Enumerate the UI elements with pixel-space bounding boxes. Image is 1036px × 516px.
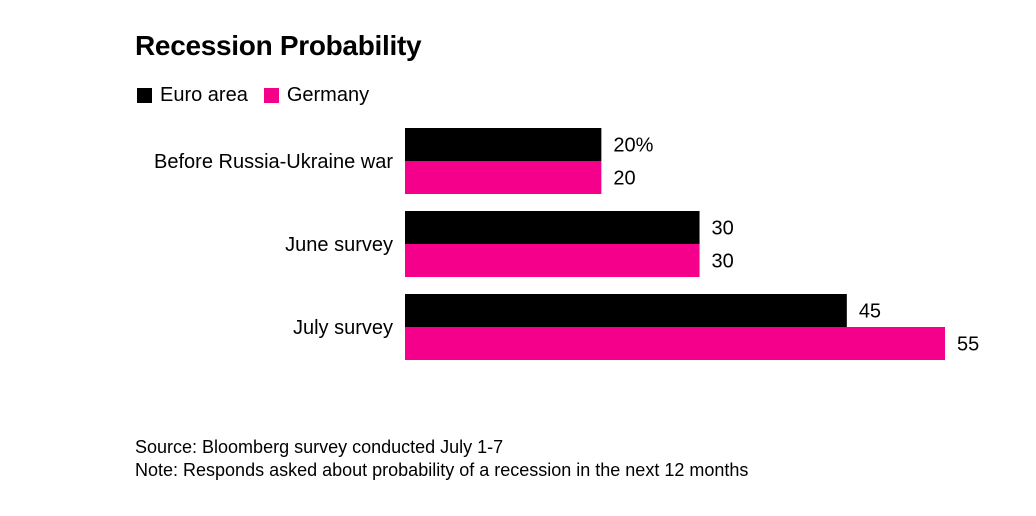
category-label-june-survey: June survey [285,234,393,256]
category-label-july-survey: July survey [293,317,393,339]
footnote: Note: Responds asked about probability o… [135,460,749,480]
legend-swatch-euro-area [137,88,152,103]
bar-germany-before-russia-ukraine-war [405,161,602,194]
data-label-euro-area-before-russia-ukraine-war: 20% [613,135,653,157]
data-label-euro-area-july-survey: 45 [859,301,881,323]
chart-title: Recession Probability [135,30,422,61]
source-note: Source: Bloomberg survey conducted July … [135,437,504,457]
data-label-germany-june-survey: 30 [712,251,734,273]
legend-label-germany: Germany [286,84,370,106]
legend-item-euro-area: Euro area [137,84,248,107]
bar-germany-june-survey [405,244,700,277]
legend: Euro area Germany [137,84,385,107]
data-label-germany-july-survey: 55 [957,334,979,356]
bar-germany-july-survey [405,327,945,360]
chart-footer: Source: Bloomberg survey conducted July … [135,436,748,482]
legend-swatch-germany [263,88,279,103]
data-label-euro-area-june-survey: 30 [712,218,734,240]
bar-euro-area-july-survey [405,294,847,327]
data-label-germany-before-russia-ukraine-war: 20 [613,168,635,190]
legend-item-germany: Germany [263,84,370,107]
bar-euro-area-before-russia-ukraine-war [405,128,602,161]
legend-label-euro-area: Euro area [160,84,248,106]
bar-euro-area-june-survey [405,211,700,244]
category-label-before-russia-ukraine-war: Before Russia-Ukraine war [154,151,393,173]
